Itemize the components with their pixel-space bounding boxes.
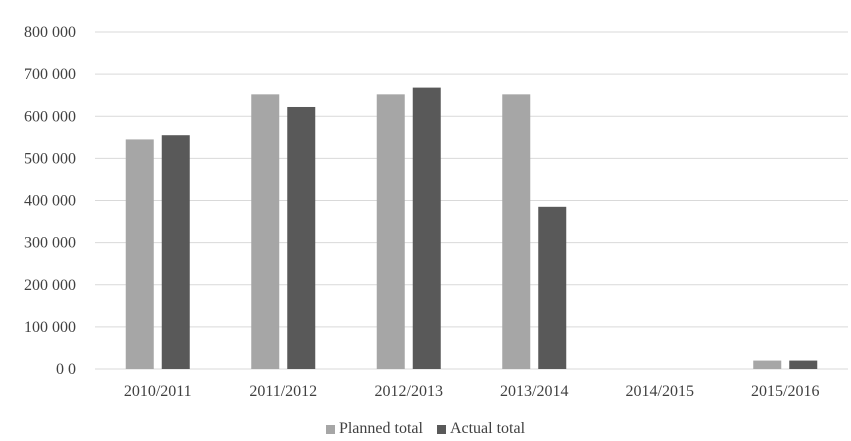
x-tick-label: 2015/2016 [751,383,819,400]
x-tick-label: 2010/2011 [124,383,192,400]
y-tick-label: 100 000 [24,319,76,336]
legend: Planned total Actual total [0,420,851,438]
bar-planned [251,94,280,369]
bar-planned [753,360,782,369]
y-tick-label: 400 000 [24,193,76,210]
y-tick-label: 700 000 [24,66,76,83]
y-tick-label: 600 000 [24,108,76,125]
bar-actual [161,135,190,369]
x-tick-label: 2013/2014 [500,383,568,400]
y-tick-label: 300 000 [24,235,76,252]
x-tick-label: 2011/2012 [249,383,317,400]
bar-actual [789,360,818,369]
legend-label-actual: Actual total [449,420,526,437]
y-tick-label: 0 0 [56,361,76,378]
bar-planned [376,94,405,369]
bar-actual [538,206,567,369]
y-tick-label: 500 000 [24,150,76,167]
y-tick-label: 200 000 [24,277,76,294]
bar-planned [125,139,154,369]
legend-swatch-planned [325,424,335,434]
legend-item-actual: Actual total [436,420,526,438]
x-tick-label: 2012/2013 [375,383,443,400]
legend-label-planned: Planned total [338,420,423,437]
x-tick-label: 2014/2015 [626,383,694,400]
legend-item-planned: Planned total [325,420,423,438]
y-tick-label: 800 000 [24,24,76,41]
bar-planned [502,94,531,369]
bar-actual [287,106,316,370]
bar-actual [412,87,441,369]
legend-swatch-actual [436,424,446,434]
